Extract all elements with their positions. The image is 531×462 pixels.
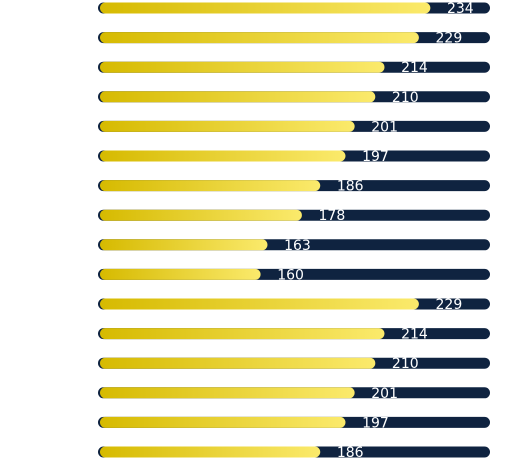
bar (100, 120, 355, 132)
value-label: 229 (436, 297, 463, 313)
value-label: 201 (371, 119, 398, 135)
bar (100, 150, 346, 162)
value-label: 197 (362, 149, 389, 165)
value-label: 178 (319, 208, 346, 224)
value-label: 214 (401, 60, 428, 76)
bar (100, 239, 268, 251)
value-label: 229 (436, 31, 463, 47)
bar (100, 32, 419, 44)
bar (100, 91, 376, 103)
bar (100, 387, 355, 399)
value-label: 197 (362, 415, 389, 431)
value-label: 214 (401, 327, 428, 343)
value-label: 186 (337, 445, 364, 461)
bar (100, 2, 431, 14)
value-label: 160 (277, 267, 304, 283)
value-label: 201 (371, 386, 398, 402)
value-label: 210 (392, 356, 419, 372)
bar (100, 61, 385, 73)
bar (100, 180, 321, 192)
bar (100, 298, 419, 310)
bar (100, 209, 302, 221)
value-label: 163 (284, 238, 311, 254)
bar (100, 357, 376, 369)
value-label: 186 (337, 179, 364, 195)
value-label: 210 (392, 90, 419, 106)
value-label: 234 (447, 1, 474, 17)
bar (100, 328, 385, 340)
bar (100, 268, 261, 280)
bar (100, 416, 346, 428)
bar (100, 446, 321, 458)
